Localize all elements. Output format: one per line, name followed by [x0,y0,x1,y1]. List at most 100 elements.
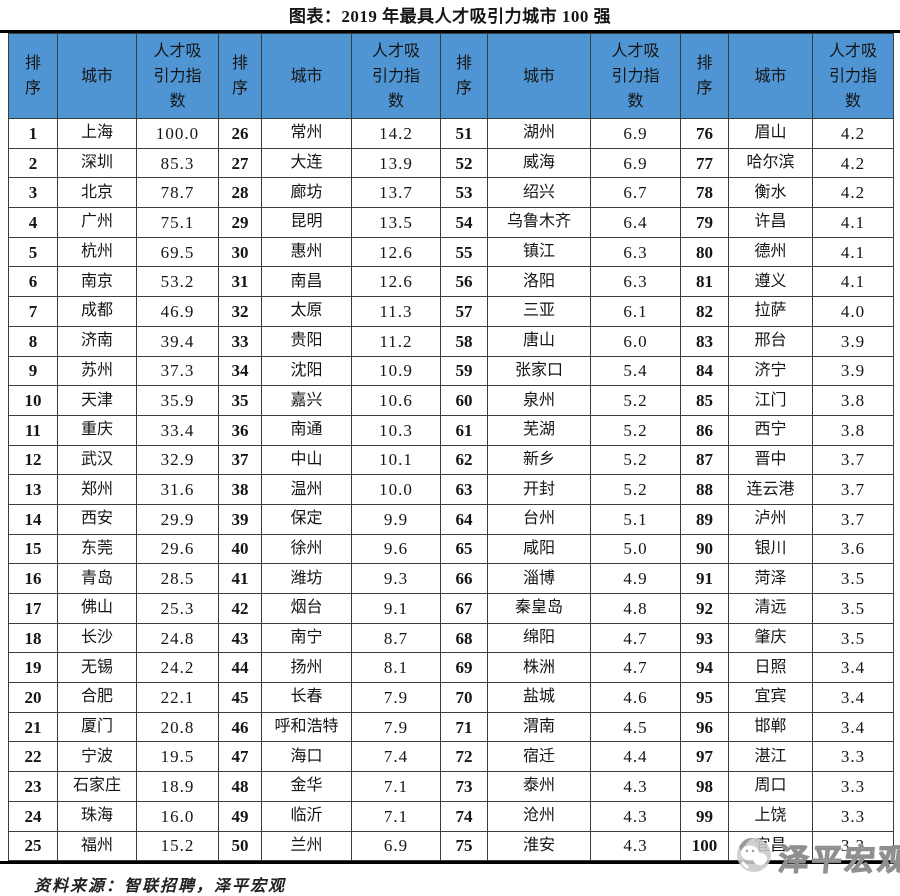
city-cell: 南京 [57,266,137,298]
index-cell: 4.1 [812,266,894,298]
index-cell: 3.7 [812,503,894,535]
rank-cell: 23 [8,771,58,802]
rank-cell: 43 [218,622,262,654]
rank-cell: 61 [440,414,488,446]
city-cell: 淄博 [487,563,591,594]
rank-cell: 19 [8,652,58,684]
city-cell: 保定 [261,503,352,535]
city-cell: 合肥 [57,682,137,713]
index-cell: 3.7 [812,444,894,476]
city-cell: 上饶 [728,800,813,832]
rank-cell: 83 [680,325,729,357]
rank-cell: 71 [440,711,488,743]
rank-cell: 27 [218,147,262,179]
city-cell: 洛阳 [487,266,591,298]
rank-cell: 40 [218,533,262,565]
column-header-city: 城市 [728,33,813,119]
city-cell: 兰州 [261,830,352,862]
table-row: 16 青岛 28.5 41 潍坊 9.3 66 淄博 4.9 91 菏泽 3.5 [8,563,894,594]
rank-cell: 51 [440,118,488,149]
rank-cell: 98 [680,771,729,802]
index-cell: 5.0 [590,533,681,565]
index-cell: 4.1 [812,207,894,238]
city-cell: 泰州 [487,771,591,802]
rank-cell: 96 [680,711,729,743]
city-cell: 温州 [261,474,352,505]
index-cell: 3.3 [812,800,894,832]
index-cell: 5.1 [590,503,681,535]
index-cell: 12.6 [351,236,441,268]
city-cell: 天津 [57,385,137,416]
rank-cell: 60 [440,385,488,416]
index-cell: 6.1 [590,296,681,327]
rank-cell: 100 [680,830,729,862]
index-cell: 10.1 [351,444,441,476]
index-cell: 4.0 [812,296,894,327]
index-cell: 7.4 [351,741,441,773]
index-cell: 4.4 [590,741,681,773]
rank-cell: 53 [440,177,488,209]
rank-cell: 17 [8,593,58,624]
index-cell: 4.2 [812,118,894,149]
index-cell: 4.8 [590,593,681,624]
rank-cell: 36 [218,414,262,446]
city-cell: 德州 [728,236,813,268]
city-cell: 泸州 [728,503,813,535]
rank-cell: 20 [8,682,58,713]
column-header-rank: 排序 [680,33,729,119]
city-cell: 开封 [487,474,591,505]
column-header-rank: 排序 [8,33,58,119]
index-cell: 11.3 [351,296,441,327]
rank-cell: 74 [440,800,488,832]
city-cell: 哈尔滨 [728,147,813,179]
city-cell: 咸阳 [487,533,591,565]
city-cell: 深圳 [57,147,137,179]
city-cell: 宜昌 [728,830,813,862]
rank-cell: 80 [680,236,729,268]
rank-cell: 31 [218,266,262,298]
index-cell: 3.6 [812,533,894,565]
city-cell: 石家庄 [57,771,137,802]
index-cell: 3.3 [812,771,894,802]
city-cell: 西宁 [728,414,813,446]
rank-cell: 85 [680,385,729,416]
index-cell: 13.5 [351,207,441,238]
city-cell: 青岛 [57,563,137,594]
index-cell: 6.0 [590,325,681,357]
index-cell: 6.3 [590,266,681,298]
rank-cell: 94 [680,652,729,684]
city-cell: 广州 [57,207,137,238]
bottom-rule [0,861,900,865]
table-body: 1 上海 100.0 26 常州 14.2 51 湖州 6.9 76 眉山 4.2 2 深圳 85.3 27 大… [8,118,894,862]
table-row: 20 合肥 22.1 45 长春 7.9 70 盐城 4.6 95 宜宾 3.4 [8,682,894,713]
rank-cell: 3 [8,177,58,209]
rank-cell: 81 [680,266,729,298]
index-cell: 6.4 [590,207,681,238]
rank-cell: 29 [218,207,262,238]
index-cell: 9.6 [351,533,441,565]
city-cell: 宿迁 [487,741,591,773]
rank-cell: 11 [8,414,58,446]
table-row: 5 杭州 69.5 30 惠州 12.6 55 镇江 6.3 80 德州 4.1 [8,236,894,268]
city-cell: 贵阳 [261,325,352,357]
index-cell: 39.4 [136,325,219,357]
rank-cell: 9 [8,355,58,387]
index-cell: 3.5 [812,563,894,594]
column-header-city: 城市 [57,33,137,119]
index-cell: 37.3 [136,355,219,387]
rank-cell: 57 [440,296,488,327]
city-cell: 昆明 [261,207,352,238]
rank-cell: 24 [8,800,58,832]
rank-cell: 50 [218,830,262,862]
page-title: 图表：2019 年最具人才吸引力城市 100 强 [288,7,612,26]
city-cell: 连云港 [728,474,813,505]
table-row: 21 厦门 20.8 46 呼和浩特 7.9 71 渭南 4.5 96 邯郸 3.4 [8,711,894,743]
rank-cell: 49 [218,800,262,832]
rank-cell: 58 [440,325,488,357]
city-cell: 上海 [57,118,137,149]
table-row: 12 武汉 32.9 37 中山 10.1 62 新乡 5.2 87 晋中 3.7 [8,444,894,476]
rank-cell: 91 [680,563,729,594]
index-cell: 3.2 [812,830,894,862]
index-cell: 4.3 [590,830,681,862]
city-cell: 株洲 [487,652,591,684]
